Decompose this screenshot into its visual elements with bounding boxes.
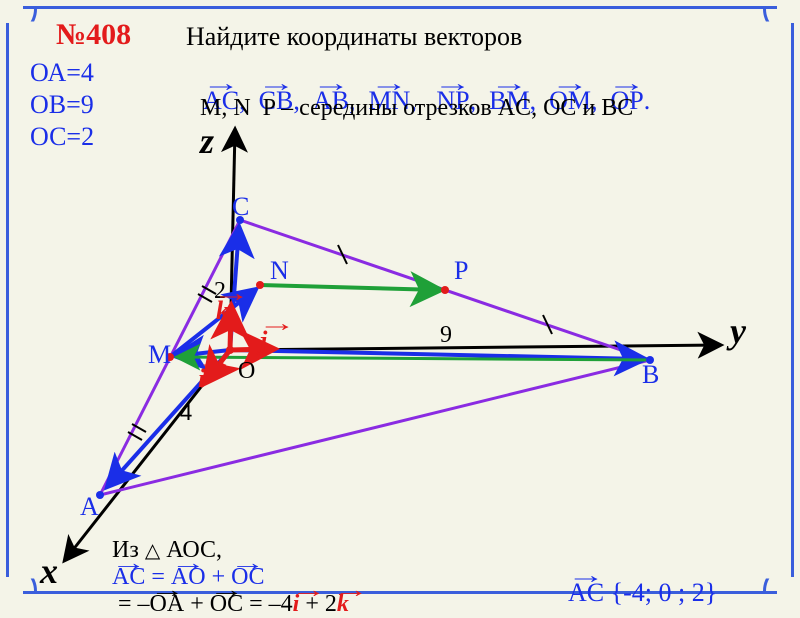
label-k: k	[216, 296, 229, 326]
label-O: O	[238, 358, 255, 385]
label-i: i	[198, 364, 205, 394]
unit-k	[230, 310, 231, 350]
label-A: A	[80, 492, 99, 522]
edge-AB	[100, 360, 650, 495]
label-B: B	[642, 360, 659, 390]
axis-y-label: y	[730, 310, 746, 352]
solution-line: Из △ АОС, AC = AO + OC = –OA + OC = –4i …	[100, 510, 349, 618]
label-N: N	[270, 256, 289, 286]
value-9: 9	[440, 322, 452, 349]
label-C: C	[232, 192, 249, 222]
label-P: P	[454, 256, 468, 286]
value-4: 4	[180, 400, 192, 427]
axis-z-label: z	[200, 120, 214, 162]
label-M: M	[148, 340, 171, 370]
y-axis	[230, 345, 720, 350]
label-j: j	[260, 326, 267, 356]
result-line: AC {-4; 0 ; 2}	[555, 548, 717, 608]
axis-x-label: x	[40, 550, 58, 592]
